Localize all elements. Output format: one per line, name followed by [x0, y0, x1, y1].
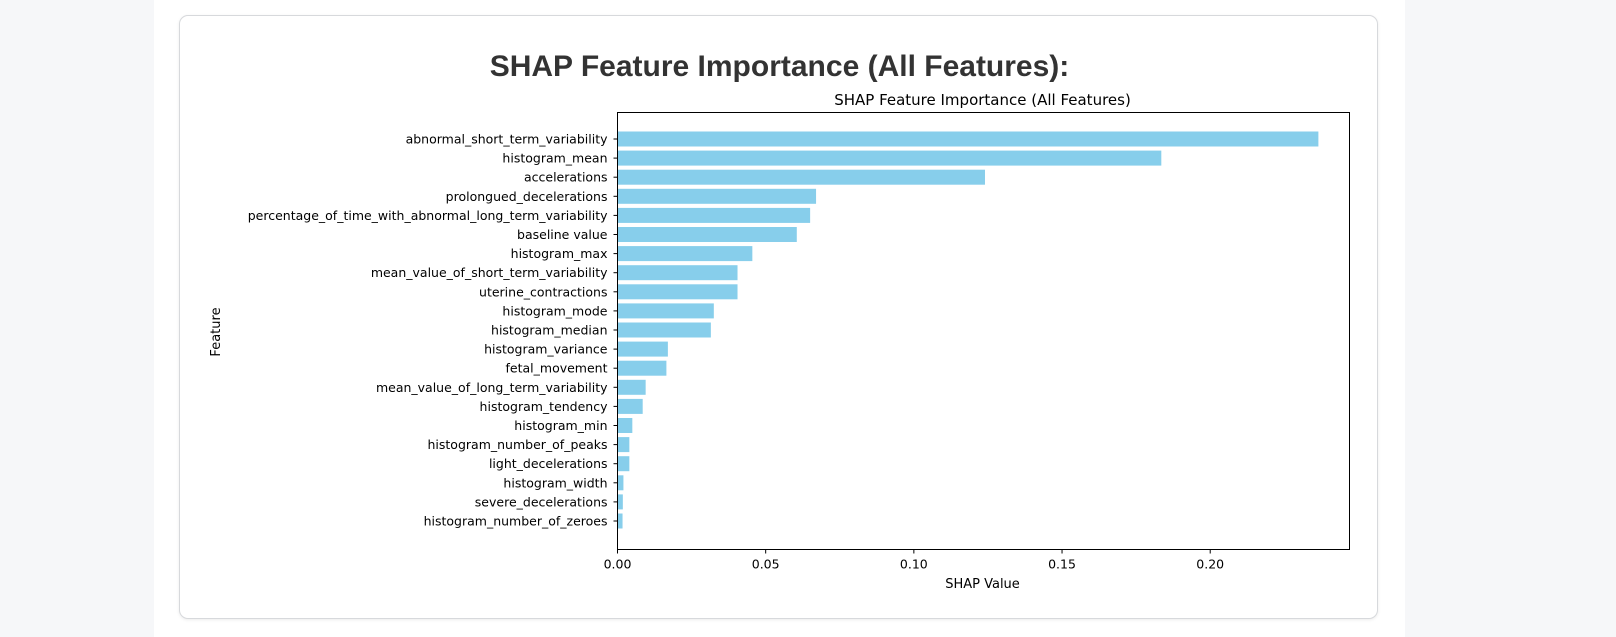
y-tick-label: mean_value_of_long_term_variability	[376, 380, 608, 395]
bar-fetal-movement	[617, 360, 667, 376]
y-tick-label: fetal_movement	[506, 361, 608, 376]
bar-accelerations	[617, 169, 985, 185]
x-tick-label: 0.05	[752, 557, 780, 572]
bar-uterine-contractions	[617, 284, 738, 300]
y-tick-label: histogram_min	[514, 418, 607, 433]
bar-histogram-number-of-peaks	[617, 437, 630, 453]
y-tick-label: mean_value_of_short_term_variability	[371, 265, 608, 280]
chart-card: SHAP Feature Importance (All Features):	[179, 15, 1378, 619]
y-tick-label: abnormal_short_term_variability	[406, 132, 609, 147]
y-tick-label: histogram_width	[503, 475, 607, 490]
y-ticks: abnormal_short_term_variability histogram…	[248, 132, 618, 529]
bars-group	[617, 131, 1319, 529]
bar-abnormal-short-term-variability	[617, 131, 1319, 147]
bar-mean-value-of-short-term-variability	[617, 265, 738, 281]
bar-histogram-median	[617, 322, 711, 338]
bar-histogram-min	[617, 418, 633, 433]
y-axis-label: Feature	[209, 307, 224, 356]
y-tick-label: histogram_max	[511, 246, 608, 261]
x-tick-label: 0.00	[604, 557, 632, 572]
y-tick-label: histogram_mode	[502, 303, 607, 318]
bar-baseline-value	[617, 227, 797, 242]
bar-histogram-variance	[617, 341, 668, 357]
bar-histogram-mean	[617, 150, 1162, 166]
bar-histogram-width	[617, 475, 624, 491]
x-ticks: 0.00 0.05 0.10 0.15 0.20	[604, 549, 1224, 572]
y-tick-label: histogram_median	[491, 323, 607, 338]
bar-severe-decelerations	[617, 494, 623, 510]
bar-histogram-number-of-zeroes	[617, 513, 623, 529]
x-tick-label: 0.20	[1196, 557, 1224, 572]
card-title: SHAP Feature Importance (All Features):	[489, 50, 1070, 83]
y-tick-label: histogram_number_of_zeroes	[424, 514, 608, 529]
y-tick-label: light_decelerations	[489, 456, 608, 471]
y-tick-label: histogram_variance	[484, 342, 608, 357]
y-tick-label: baseline value	[517, 227, 608, 242]
bar-histogram-tendency	[617, 398, 643, 414]
y-tick-label: prolongued_decelerations	[446, 189, 608, 204]
bar-mean-value-of-long-term-variability	[617, 379, 646, 395]
y-tick-label: percentage_of_time_with_abnormal_long_te…	[248, 208, 608, 223]
bar-percentage-of-time-with-abnormal-long-term-variability	[617, 207, 811, 223]
bar-light-decelerations	[617, 456, 630, 472]
y-tick-label: histogram_number_of_peaks	[428, 437, 608, 452]
chart-title: SHAP Feature Importance (All Features)	[834, 91, 1131, 109]
y-tick-label: severe_decelerations	[475, 494, 608, 509]
y-tick-label: histogram_mean	[502, 151, 607, 166]
x-tick-label: 0.15	[1048, 557, 1076, 572]
bar-histogram-max	[617, 246, 753, 262]
plot-frame	[617, 112, 1350, 550]
y-tick-label: uterine_contractions	[479, 284, 607, 299]
y-tick-label: histogram_tendency	[480, 399, 609, 414]
bar-prolongued-decelerations	[617, 188, 817, 204]
bar-histogram-mode	[617, 303, 714, 319]
x-tick-label: 0.10	[900, 557, 928, 572]
x-axis-label: SHAP Value	[945, 577, 1020, 592]
y-tick-label: accelerations	[524, 170, 608, 185]
